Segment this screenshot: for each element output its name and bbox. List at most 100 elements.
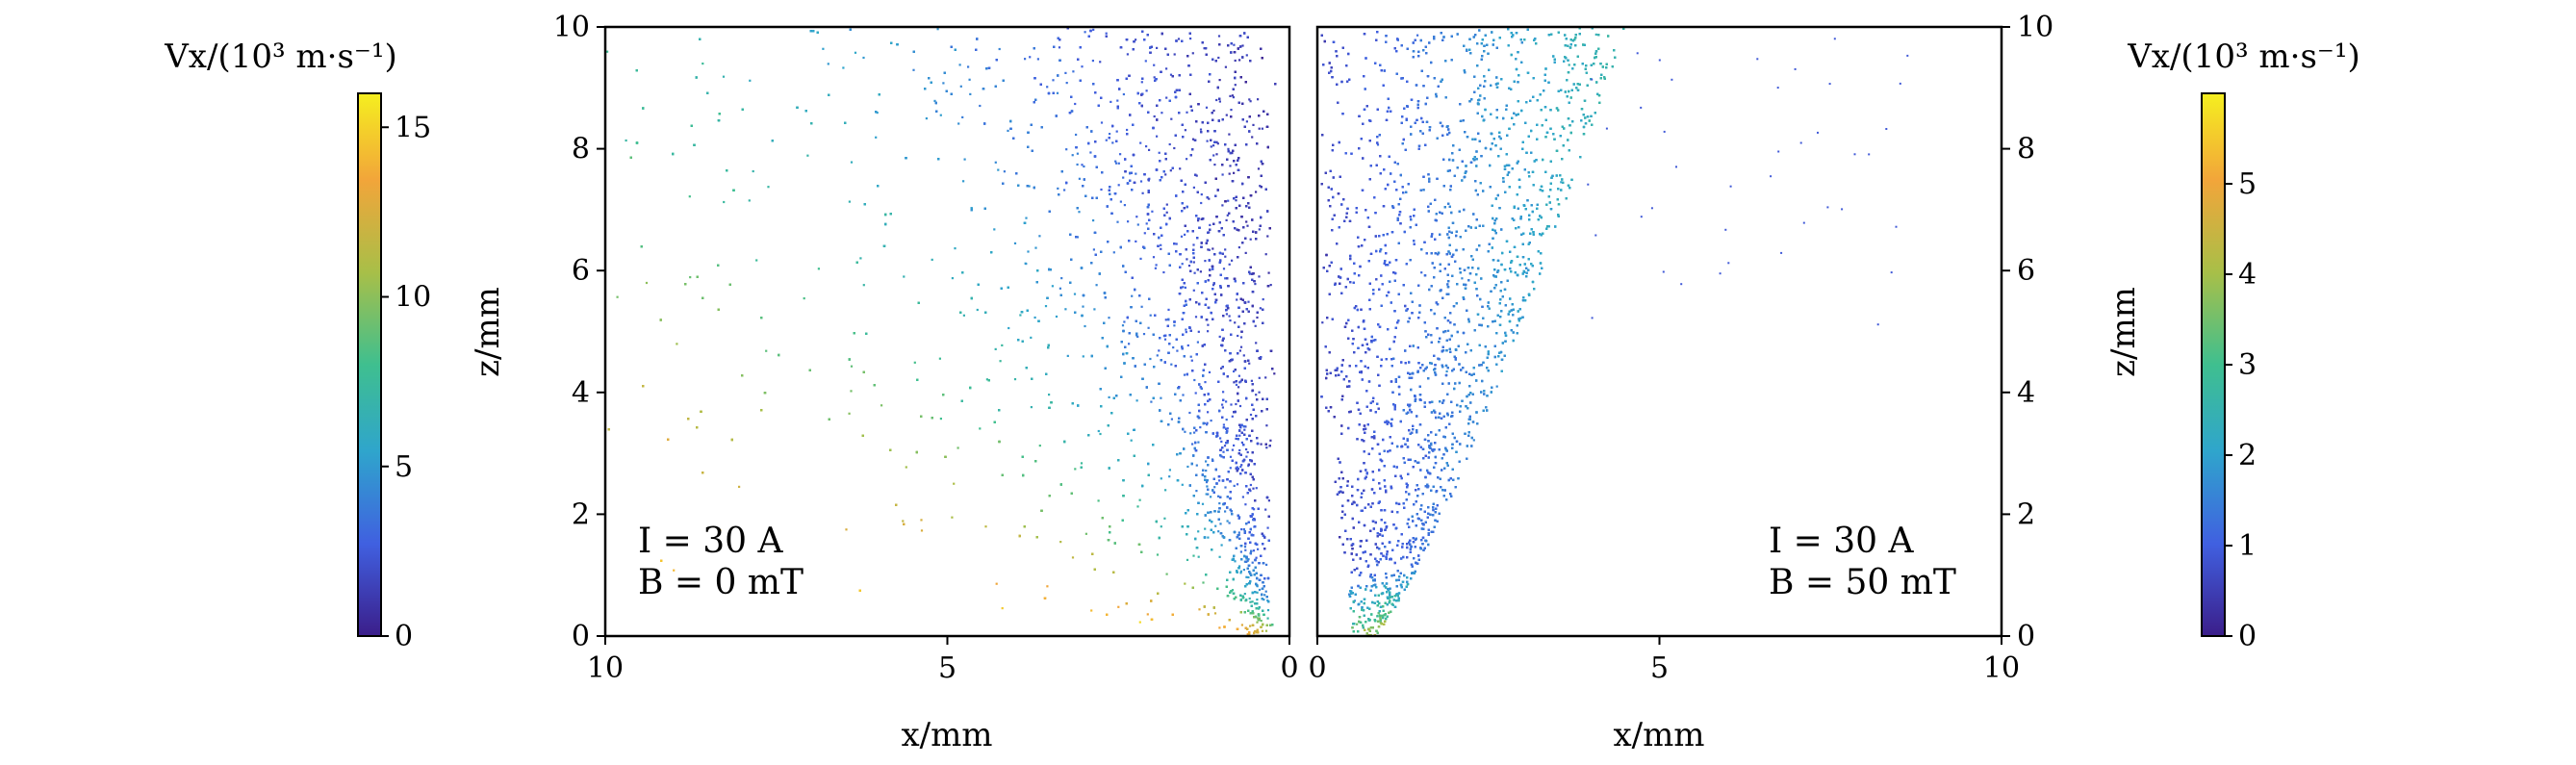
scatter-point (999, 360, 1002, 363)
scatter-point (1239, 336, 1243, 339)
scatter-point (1052, 79, 1055, 82)
scatter-point (1205, 470, 1208, 472)
scatter-point (942, 82, 945, 85)
scatter-point (1007, 129, 1009, 132)
scatter-point (1267, 499, 1270, 502)
scatter-point (1189, 38, 1192, 40)
scatter-point (1233, 444, 1236, 446)
scatter-point (1136, 505, 1139, 508)
scatter-point (723, 200, 726, 204)
scatter-point (1211, 284, 1215, 287)
scatter-point (1247, 558, 1250, 561)
scatter-point (1255, 342, 1258, 344)
scatter-point (1226, 427, 1229, 430)
scatter-point (1058, 287, 1061, 290)
scatter-point (1109, 133, 1111, 136)
scatter-point (1229, 467, 1232, 470)
scatter-point (1030, 336, 1033, 339)
scatter-point (1218, 502, 1221, 505)
scatter-point (1081, 164, 1084, 166)
scatter-point (1184, 286, 1186, 289)
scatter-point (1230, 109, 1233, 112)
scatter-point (875, 136, 878, 139)
scatter-point (1255, 191, 1258, 193)
scatter-point (850, 390, 853, 393)
scatter-point (1218, 79, 1221, 82)
scatter-point (1024, 58, 1027, 61)
scatter-point (1149, 314, 1152, 317)
scatter-point (920, 519, 923, 522)
scatter-point (1117, 605, 1120, 608)
scatter-point (1194, 316, 1198, 319)
scatter-point (1254, 324, 1257, 327)
scatter-point (1193, 378, 1196, 382)
scatter-point (1065, 148, 1068, 151)
scatter-point (1231, 448, 1234, 451)
scatter-point (1116, 220, 1119, 223)
scatter-point (1036, 58, 1039, 61)
scatter-point (1255, 394, 1258, 396)
scatter-point (1135, 38, 1137, 41)
scatter-point (1262, 599, 1265, 601)
scatter-point (1153, 64, 1156, 66)
scatter-point (1056, 91, 1059, 94)
scatter-point (1192, 186, 1195, 189)
scatter-point (1163, 338, 1167, 341)
scatter-point (1243, 428, 1246, 431)
scatter-point (1117, 162, 1120, 165)
scatter-point (1207, 536, 1210, 539)
scatter-point (1234, 84, 1237, 87)
scatter-point (1219, 437, 1222, 440)
scatter-point (1076, 236, 1079, 239)
scatter-point (1007, 326, 1010, 330)
scatter-point (738, 485, 741, 488)
scatter-point (1170, 363, 1173, 366)
scatter-point (806, 154, 809, 157)
scatter-point (956, 446, 959, 449)
scatter-point (1206, 421, 1209, 424)
scatter-point (1099, 432, 1102, 436)
scatter-point (1192, 554, 1195, 557)
scatter-point (1222, 450, 1225, 453)
scatter-point (1170, 117, 1173, 120)
scatter-point (1244, 548, 1247, 551)
left-scatter (595, 27, 1277, 636)
scatter-point (1055, 315, 1058, 319)
scatter-point (1248, 362, 1251, 365)
scatter-point (1030, 406, 1033, 409)
scatter-point (1135, 216, 1138, 218)
scatter-point (595, 387, 597, 389)
scatter-point (1198, 608, 1201, 611)
scatter-point (1261, 127, 1263, 130)
scatter-point (1182, 286, 1185, 289)
scatter-point (1126, 53, 1129, 56)
scatter-point (905, 466, 907, 469)
scatter-point (1245, 599, 1248, 601)
scatter-point (1249, 490, 1252, 493)
scatter-point (1224, 510, 1227, 513)
scatter-point (1139, 257, 1142, 260)
scatter-point (1265, 424, 1268, 427)
scatter-point (1256, 591, 1259, 594)
scatter-point (1105, 139, 1108, 141)
scatter-point (1038, 445, 1041, 447)
scatter-point (1046, 585, 1049, 588)
scatter-point (1204, 260, 1207, 263)
scatter-point (1258, 614, 1261, 617)
scatter-point (1240, 441, 1243, 444)
scatter-point (1189, 355, 1192, 358)
scatter-point (1254, 283, 1257, 286)
scatter-point (1160, 243, 1162, 246)
scatter-point (1184, 129, 1186, 132)
scatter-point (1160, 477, 1162, 480)
scatter-point (862, 56, 865, 60)
scatter-point (1229, 165, 1232, 167)
scatter-point (1121, 324, 1125, 327)
scatter-point (958, 64, 961, 66)
scatter-point (1257, 167, 1261, 170)
scatter-point (976, 308, 979, 312)
scatter-point (1184, 582, 1186, 585)
scatter-point (1231, 259, 1234, 262)
scatter-point (979, 427, 982, 430)
scatter-point (749, 79, 752, 82)
